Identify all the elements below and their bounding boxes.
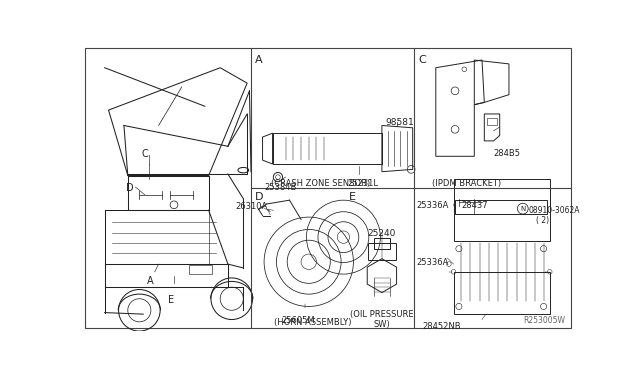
Ellipse shape — [238, 167, 249, 173]
Text: 25336A: 25336A — [417, 201, 449, 210]
Text: 25384B: 25384B — [264, 183, 296, 192]
Text: C: C — [418, 55, 426, 65]
Text: R253005W: R253005W — [523, 316, 565, 325]
Text: (IPDM BRACKET): (IPDM BRACKET) — [432, 179, 501, 188]
Text: D: D — [255, 192, 263, 202]
Polygon shape — [109, 68, 247, 176]
Text: N: N — [520, 206, 525, 212]
Text: 25240: 25240 — [368, 230, 396, 238]
Text: 28437: 28437 — [461, 201, 488, 210]
Text: (OIL PRESSURE: (OIL PRESSURE — [350, 310, 413, 319]
Bar — [454, 179, 550, 241]
Text: 25336A: 25336A — [417, 258, 449, 267]
Text: ( 2): ( 2) — [536, 217, 549, 225]
Bar — [368, 243, 396, 260]
Bar — [189, 265, 212, 274]
Text: 26310A: 26310A — [236, 202, 268, 211]
Text: SW): SW) — [374, 320, 390, 329]
Text: (HORN ASSEMBLY): (HORN ASSEMBLY) — [274, 318, 351, 327]
Text: 25605M: 25605M — [282, 316, 316, 325]
Text: D: D — [126, 183, 134, 193]
Text: 98581: 98581 — [386, 118, 415, 127]
Text: 284B5: 284B5 — [493, 148, 520, 158]
Bar — [374, 238, 390, 249]
Text: (CRASH ZONE SENSOR): (CRASH ZONE SENSOR) — [271, 179, 370, 188]
Text: 25231L: 25231L — [348, 179, 378, 188]
Bar — [455, 200, 547, 214]
Text: A: A — [255, 55, 262, 65]
Bar — [454, 272, 550, 314]
Text: 08910-3062A: 08910-3062A — [529, 206, 580, 215]
Text: 28452NB: 28452NB — [422, 322, 461, 331]
Text: E: E — [168, 295, 174, 305]
Text: E: E — [349, 192, 356, 202]
Bar — [488, 118, 497, 125]
Text: C: C — [141, 148, 148, 158]
Text: A: A — [147, 276, 154, 286]
